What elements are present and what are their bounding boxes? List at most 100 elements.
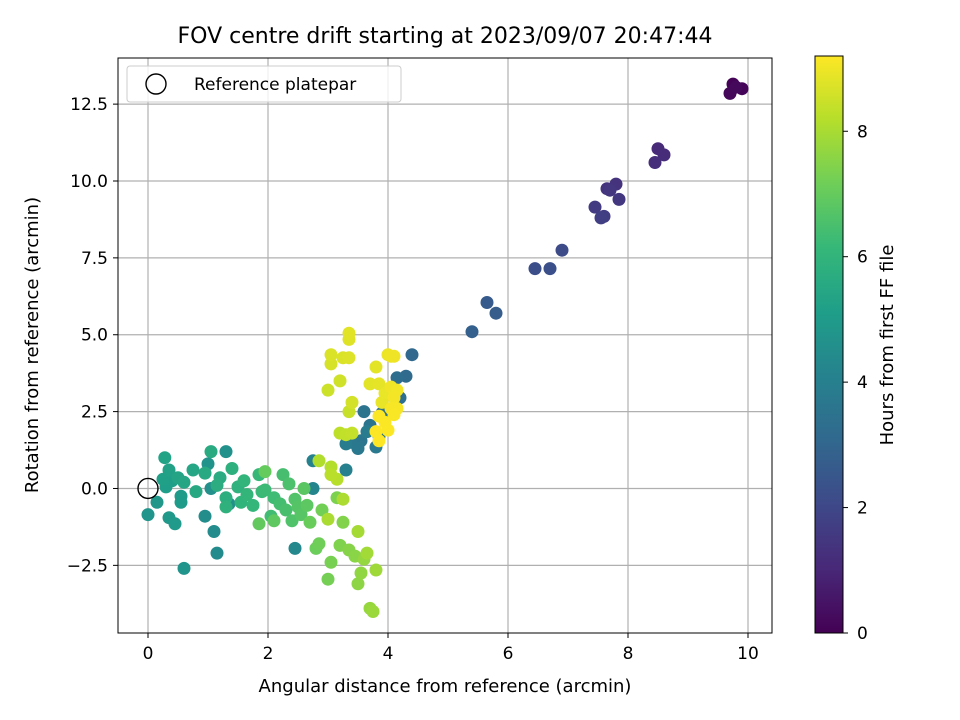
data-point [387,391,401,405]
data-point [246,498,260,512]
x-tick-label: 8 [623,644,634,664]
y-tick-label: 10.0 [70,172,108,192]
colorbar-gradient [814,55,844,634]
y-tick-label: 5.0 [81,326,108,346]
y-axis-label: Rotation from reference (arcmin) [22,197,43,493]
x-axis-ticks: 0 2 4 6 8 10 [143,633,759,664]
data-point [324,357,338,371]
data-point [324,468,338,482]
data-point [303,515,317,529]
data-point [198,466,212,480]
data-point [204,445,218,459]
colorbar-tick-label: 4 [857,373,868,393]
colorbar: 0 2 4 6 8 Hours from first FF file [814,55,898,644]
y-tick-label: 12.5 [70,95,108,115]
plot-area-frame [117,57,773,634]
data-point [288,541,302,555]
data-point [372,434,386,448]
x-tick-label: 6 [503,644,514,664]
data-point [336,515,350,529]
data-point [387,349,401,363]
data-point [177,475,191,489]
data-point [279,503,293,517]
data-point [258,465,272,479]
colorbar-tick-label: 0 [857,624,868,644]
data-point [351,442,365,455]
x-tick-label: 0 [143,644,154,664]
legend-frame [126,65,402,103]
data-point [405,348,419,362]
data-point [276,468,290,482]
colorbar-ticks: 0 2 4 6 8 [843,122,868,644]
data-point [369,563,383,577]
data-point [158,451,172,465]
data-point [282,477,296,491]
data-point [210,478,224,492]
data-point [489,306,503,320]
data-point [141,508,155,522]
y-axis-ticks: −2.5 0.0 2.5 5.0 7.5 10.0 12.5 [67,95,118,576]
data-point [198,509,212,523]
data-point [342,326,356,340]
data-point [543,262,557,276]
legend-reference-marker [145,73,167,95]
data-point [162,463,176,477]
data-point [240,488,254,502]
data-point [381,423,395,437]
data-point [189,485,203,499]
colorbar-tick-label: 6 [857,248,868,268]
reference-marker-layer [137,477,159,500]
data-point [390,371,404,385]
y-tick-label: 0.0 [81,479,108,499]
data-point [363,377,377,391]
scatter-points [141,77,749,618]
x-tick-label: 4 [383,644,394,664]
data-point [342,351,356,365]
data-point [603,183,617,197]
data-point [294,508,308,522]
data-point [219,491,233,505]
colorbar-tick-label: 2 [857,499,868,519]
data-point [345,395,359,409]
data-point [372,377,386,391]
data-point [387,408,401,422]
data-point [369,360,383,374]
reference-platepar-marker [137,477,159,500]
data-point [351,577,365,591]
y-tick-label: 7.5 [81,249,108,269]
x-tick-label: 10 [737,644,759,664]
data-point [312,537,326,551]
data-point [480,296,494,309]
y-tick-label: −2.5 [67,556,108,576]
data-point [306,482,320,495]
legend-entry-reference-platepar: Reference platepar [194,75,356,95]
data-point [339,437,353,451]
legend: Reference platepar [126,65,402,103]
data-point [357,405,371,419]
data-point [345,426,359,440]
data-point [366,605,380,618]
data-point [321,512,335,526]
data-point [168,517,182,531]
data-point [354,566,368,580]
data-point [351,525,365,538]
data-point [321,572,335,586]
y-tick-label: 2.5 [81,403,108,423]
data-point [588,200,602,214]
data-point [336,492,350,506]
data-point [174,495,188,509]
data-point [177,561,191,575]
grid-lines [118,58,772,633]
colorbar-label: Hours from first FF file [877,245,898,446]
data-point [360,425,374,439]
data-point [150,495,164,509]
data-point [252,517,266,531]
colorbar-tick-label: 8 [857,122,868,142]
data-point [300,498,314,512]
data-point [648,156,662,169]
data-point [219,500,233,514]
data-point [528,262,542,276]
data-point [186,463,200,477]
data-point [555,243,569,257]
